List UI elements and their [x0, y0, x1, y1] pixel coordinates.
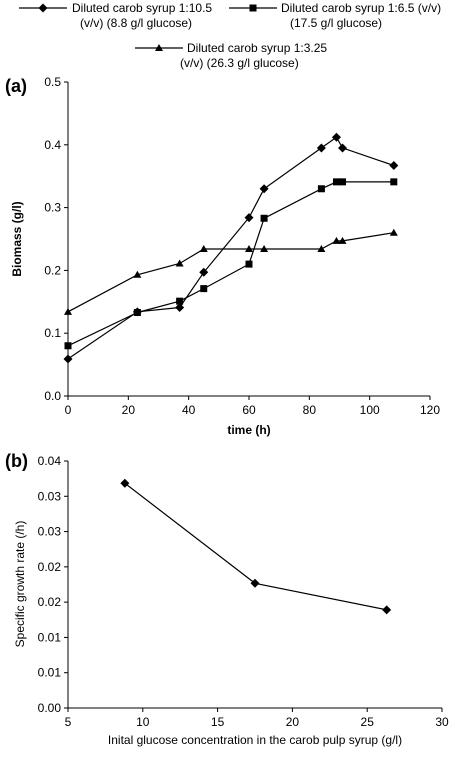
x-tick-label: 40 — [182, 403, 196, 417]
panel-label-a: (a) — [5, 76, 27, 96]
chart-a-y-label: Biomass (g/l) — [10, 201, 24, 276]
series-2-point — [133, 308, 141, 316]
legend-marker-3 — [155, 44, 163, 51]
y-tick-label: 0.5 — [44, 75, 61, 89]
series-3-point — [199, 245, 208, 253]
series-3-point — [133, 270, 142, 278]
y-tick-label: 0.2 — [44, 263, 61, 277]
legend-label-2b: (17.5 g/l glucose) — [290, 16, 382, 30]
y-tick-label: 0.01 — [38, 666, 62, 680]
series-1-point — [199, 267, 209, 277]
y-tick-label: 0.1 — [44, 326, 61, 340]
legend-label-1b: (v/v) (8.8 g/l glucose) — [80, 16, 192, 30]
y-tick-label: 0.04 — [38, 454, 62, 468]
series-1-point — [250, 578, 260, 588]
series-1-line — [67, 136, 394, 360]
chart-a-series-lines — [67, 136, 394, 360]
series-1-point — [338, 143, 348, 153]
series-2-point — [332, 178, 340, 186]
x-tick-label: 80 — [303, 403, 317, 417]
legend-entry-1: Diluted carob syrup 1:10.5 (v/v) (8.8 g/… — [19, 1, 212, 30]
series-1-point — [63, 354, 73, 364]
legend-label-3a: Diluted carob syrup 1:3.25 — [187, 41, 327, 55]
series-1-point — [175, 302, 185, 312]
chart-a-y-ticks: 0.0 0.1 0.2 0.3 0.4 0.5 — [44, 75, 68, 403]
series-1-point — [389, 161, 399, 171]
y-tick-label: 0.3 — [44, 201, 61, 215]
series-3-point — [332, 236, 341, 244]
series-3-point — [245, 245, 253, 253]
series-2-point — [317, 185, 325, 193]
series-3-point — [175, 259, 184, 267]
y-tick-label: 0.4 — [44, 138, 61, 152]
legend-label-2a: Diluted carob syrup 1:6.5 (v/v) — [281, 1, 441, 15]
series-2-point — [176, 297, 184, 305]
series-1-line — [124, 482, 387, 611]
series-3-point — [389, 228, 398, 236]
chart-b-series-markers — [120, 478, 392, 615]
x-tick-label: 10 — [136, 715, 150, 729]
series-2-point — [200, 285, 208, 293]
x-tick-label: 120 — [420, 403, 440, 417]
y-tick-label: 0.03 — [38, 489, 62, 503]
series-2-point — [64, 342, 72, 350]
series-3-point — [317, 245, 326, 253]
x-tick-label: 5 — [65, 715, 72, 729]
legend-marker-1 — [38, 3, 48, 13]
x-tick-label: 0 — [65, 403, 72, 417]
x-tick-label: 20 — [286, 715, 300, 729]
x-tick-label: 100 — [360, 403, 380, 417]
legend-entry-3: Diluted carob syrup 1:3.25 (v/v) (26.3 g… — [135, 41, 327, 70]
chart-b-series-lines — [124, 482, 387, 611]
chart-b-x-label: Inital glucose concentration in the caro… — [108, 733, 402, 747]
chart-b-y-ticks: 0.00 0.01 0.01 0.02 0.02 0.03 0.03 0.04 — [38, 454, 68, 715]
series-3-point — [338, 236, 347, 244]
y-tick-label: 0.03 — [38, 525, 62, 539]
series-2-point — [245, 260, 253, 268]
y-tick-label: 0.0 — [44, 389, 61, 403]
series-1-point — [331, 132, 341, 142]
y-tick-label: 0.01 — [38, 630, 62, 644]
legend-marker-2 — [249, 4, 257, 12]
chart-a-x-ticks: 0 20 40 60 80 100 120 — [65, 396, 440, 417]
series-1-point — [316, 143, 326, 153]
x-tick-label: 60 — [242, 403, 256, 417]
legend: Diluted carob syrup 1:10.5 (v/v) (8.8 g/… — [19, 1, 441, 70]
x-tick-label: 20 — [122, 403, 136, 417]
series-3-point — [260, 245, 269, 253]
chart-a-x-label: time (h) — [227, 423, 270, 437]
chart-a: (a) 0.0 0.1 0.2 0.3 0.4 0.5 0 20 40 60 80 100 120 t… — [5, 75, 440, 437]
chart-b-x-ticks: 5 10 15 20 25 30 — [65, 708, 449, 729]
y-tick-label: 0.00 — [38, 701, 62, 715]
series-2-line — [67, 181, 394, 347]
y-tick-label: 0.02 — [38, 560, 62, 574]
series-2-point — [260, 214, 268, 222]
series-1-point — [244, 213, 254, 223]
chart-b-y-label: Specific growth rate (/h) — [13, 521, 27, 648]
legend-label-1a: Diluted carob syrup 1:10.5 — [72, 1, 212, 15]
series-1-point — [259, 184, 269, 194]
x-tick-label: 15 — [211, 715, 225, 729]
y-tick-label: 0.02 — [38, 595, 62, 609]
series-3-point — [64, 307, 72, 315]
x-tick-label: 30 — [435, 715, 449, 729]
series-2-point — [339, 178, 347, 186]
series-2-point — [390, 178, 398, 186]
series-3-line — [67, 232, 394, 313]
panel-label-b: (b) — [5, 451, 28, 471]
chart-a-series-markers — [63, 132, 399, 364]
legend-entry-2: Diluted carob syrup 1:6.5 (v/v) (17.5 g/… — [229, 1, 441, 30]
legend-label-3b: (v/v) (26.3 g/l glucose) — [180, 56, 299, 70]
series-1-point — [120, 478, 130, 488]
chart-b: (b) 0.00 0.01 0.01 0.02 0.02 0.03 0.03 0.04 5 10… — [5, 451, 449, 747]
series-1-point — [382, 605, 392, 615]
x-tick-label: 25 — [361, 715, 375, 729]
